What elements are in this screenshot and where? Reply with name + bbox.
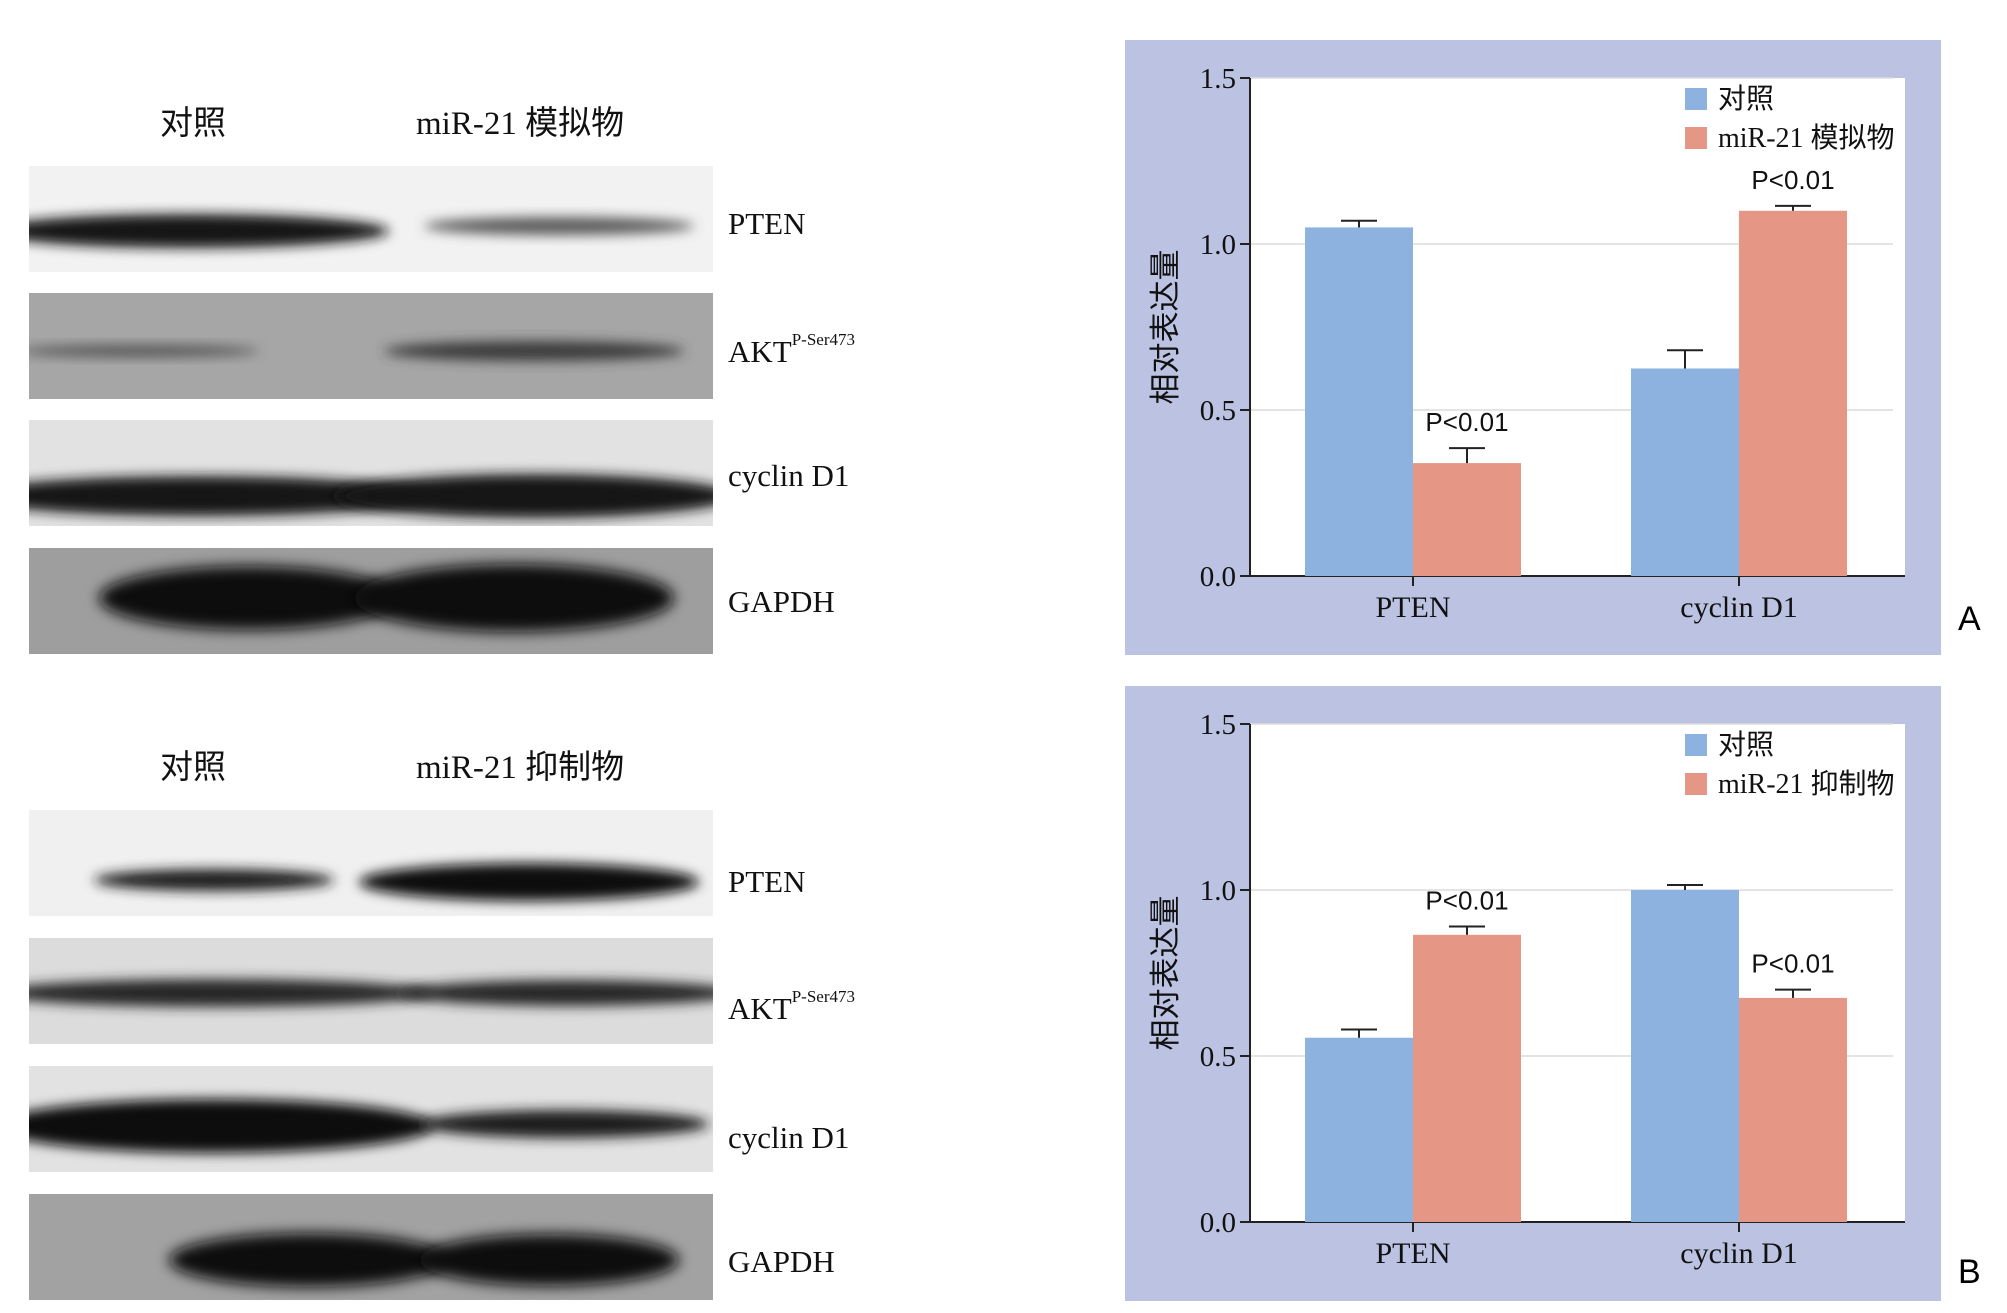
legend-label: miR-21 模拟物 — [1718, 122, 1895, 154]
y-tick-label: 0.0 — [1200, 1207, 1236, 1239]
y-tick-label: 0.5 — [1200, 1041, 1236, 1073]
blot1-label-cyclin-d1: cyclin D1 — [728, 458, 850, 493]
significance-label: P<0.01 — [1751, 165, 1834, 195]
blot1-band-gapdh — [29, 548, 713, 654]
blot1-band-cyclin-d1 — [29, 420, 713, 526]
chart-panel-a: 0.0 0.5 1.0 1.5 相对表达量 PTEN cyclin D1 P<0.01 P<0.… — [1125, 40, 1941, 655]
significance-label: P<0.01 — [1425, 886, 1508, 916]
western-blot-area: 对照 miR-21 模拟物 PTEN AKTP-Ser473 — [0, 0, 1000, 1313]
legend-label: 对照 — [1718, 729, 1774, 761]
y-tick-label: 1.5 — [1200, 709, 1236, 741]
blot1-band-akt — [29, 293, 713, 399]
bar-chart-b: 0.0 0.5 1.0 1.5 相对表达量 PTEN cyclin D1 P<0.01 P<0.… — [1148, 709, 1905, 1270]
blot1-label-gapdh: GAPDH — [728, 584, 835, 619]
blot2-label-pten: PTEN — [728, 864, 806, 899]
blot1-label-pten: PTEN — [728, 206, 806, 241]
legend-swatch — [1685, 773, 1707, 795]
blot2-band-pten — [29, 810, 713, 916]
panel-letter-b: B — [1958, 1253, 1981, 1291]
blot2-label-cyclin-d1: cyclin D1 — [728, 1120, 850, 1155]
y-tick-label: 1.0 — [1200, 229, 1236, 261]
bar — [1413, 934, 1521, 1222]
significance-label: P<0.01 — [1425, 407, 1508, 437]
blot1-column-treatment: miR-21 模拟物 — [416, 106, 625, 142]
legend-swatch — [1685, 734, 1707, 756]
blot2-band-akt — [29, 938, 713, 1044]
legend-label: miR-21 抑制物 — [1718, 768, 1895, 800]
y-tick-label: 1.0 — [1200, 875, 1236, 907]
y-tick-label: 0.0 — [1200, 561, 1236, 593]
y-tick-label: 1.5 — [1200, 63, 1236, 95]
blot2-band-cyclin-d1 — [29, 1066, 713, 1172]
x-tick-label: cyclin D1 — [1680, 1237, 1797, 1270]
blot2-column-control: 对照 — [160, 750, 226, 786]
bar — [1305, 227, 1413, 576]
y-axis-label: 相对表达量 — [1148, 250, 1183, 405]
x-tick-label: cyclin D1 — [1680, 591, 1797, 624]
bar — [1305, 1037, 1413, 1222]
significance-label: P<0.01 — [1751, 949, 1834, 979]
panel-letter-a: A — [1958, 600, 1981, 638]
bar — [1631, 368, 1739, 576]
bar — [1739, 997, 1847, 1222]
blot1-label-akt: AKTP-Ser473 — [728, 330, 855, 369]
blot1-band-pten — [29, 166, 713, 272]
chart-panel-b: 0.0 0.5 1.0 1.5 相对表达量 PTEN cyclin D1 P<0.01 P<0.… — [1125, 686, 1941, 1301]
blot2-label-akt: AKTP-Ser473 — [728, 987, 855, 1026]
legend-label: 对照 — [1718, 83, 1774, 115]
bar-chart-a: 0.0 0.5 1.0 1.5 相对表达量 PTEN cyclin D1 P<0.01 P<0.… — [1148, 63, 1905, 624]
x-tick-label: PTEN — [1376, 1237, 1451, 1270]
blot2-column-treatment: miR-21 抑制物 — [416, 750, 625, 786]
y-tick-label: 0.5 — [1200, 395, 1236, 427]
blot2-label-gapdh: GAPDH — [728, 1244, 835, 1279]
bar — [1413, 463, 1521, 576]
blot1-column-control: 对照 — [160, 106, 226, 142]
legend-swatch — [1685, 88, 1707, 110]
bar — [1631, 890, 1739, 1222]
y-axis-label: 相对表达量 — [1148, 896, 1183, 1051]
bar — [1739, 210, 1847, 577]
legend-swatch — [1685, 127, 1707, 149]
blot2-band-gapdh — [29, 1194, 713, 1300]
x-tick-label: PTEN — [1376, 591, 1451, 624]
